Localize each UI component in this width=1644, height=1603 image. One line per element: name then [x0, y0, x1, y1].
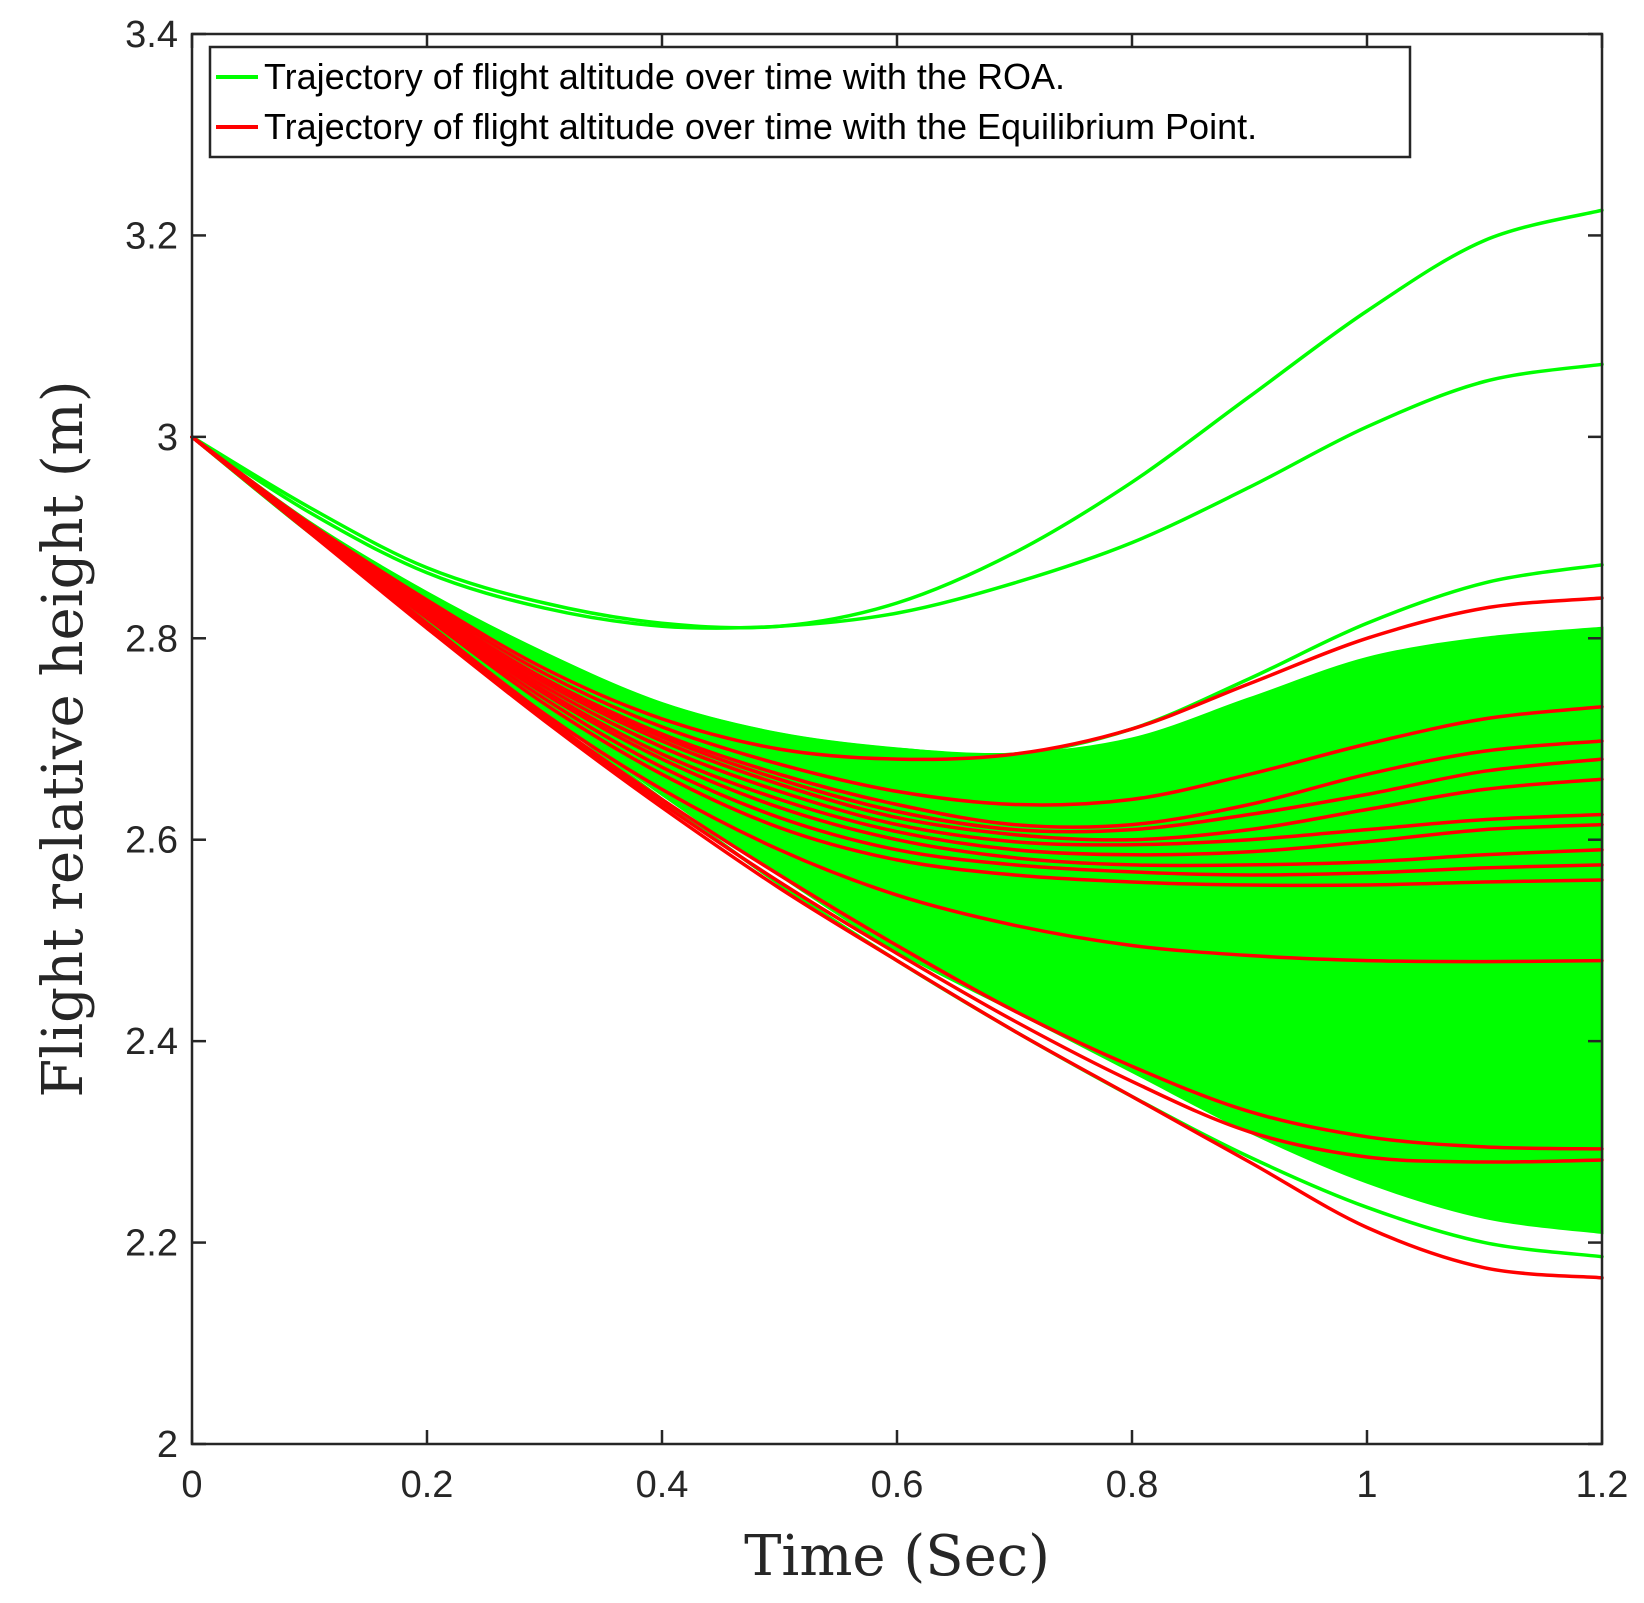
y-tick-label: 2.2: [125, 1223, 178, 1265]
series-group: [190, 208, 1604, 1280]
y-tick-label: 2.8: [125, 618, 178, 660]
legend-label-roa: Trajectory of flight altitude over time …: [264, 56, 1065, 97]
ticks-group: 0 0.2 0.4 0.6 0.8 1 1.2 2 2.2 2.4 2.6 2.8 3 3.2 3.4: [125, 14, 1628, 1506]
y-tick-label: 2.6: [125, 820, 178, 862]
y-tick-label: 2: [157, 1424, 178, 1466]
y-axis-title: Flight relative height (m): [31, 380, 96, 1097]
y-tick-label: 2.4: [125, 1021, 178, 1063]
x-tick-label: 1: [1356, 1464, 1377, 1506]
y-tick-label: 3: [157, 417, 178, 459]
y-tick-label: 3.2: [125, 215, 178, 257]
x-tick-label: 0.6: [871, 1464, 924, 1506]
x-tick-label: 0.4: [636, 1464, 689, 1506]
legend: Trajectory of flight altitude over time …: [208, 45, 1412, 159]
equilibrium-trajectory-13: [190, 435, 1604, 888]
x-tick-label: 0.8: [1106, 1464, 1159, 1506]
roa-trajectory-0: [190, 208, 1604, 630]
equilibrium-trajectory-5: [190, 435, 1604, 807]
roa-trajectory-2: [190, 435, 1604, 757]
y-tick-label: 3.4: [125, 14, 178, 56]
equilibrium-trajectory-17: [190, 435, 1604, 1280]
legend-box: [208, 45, 1412, 159]
roa-trajectory-1: [190, 362, 1604, 630]
x-axis-title: Time (Sec): [744, 1524, 1050, 1589]
equilibrium-trajectory-4: [190, 435, 1604, 762]
legend-label-equilibrium: Trajectory of flight altitude over time …: [264, 106, 1257, 147]
x-tick-label: 0.2: [401, 1464, 454, 1506]
x-tick-label: 1.2: [1576, 1464, 1629, 1506]
x-tick-label: 0: [181, 1464, 202, 1506]
